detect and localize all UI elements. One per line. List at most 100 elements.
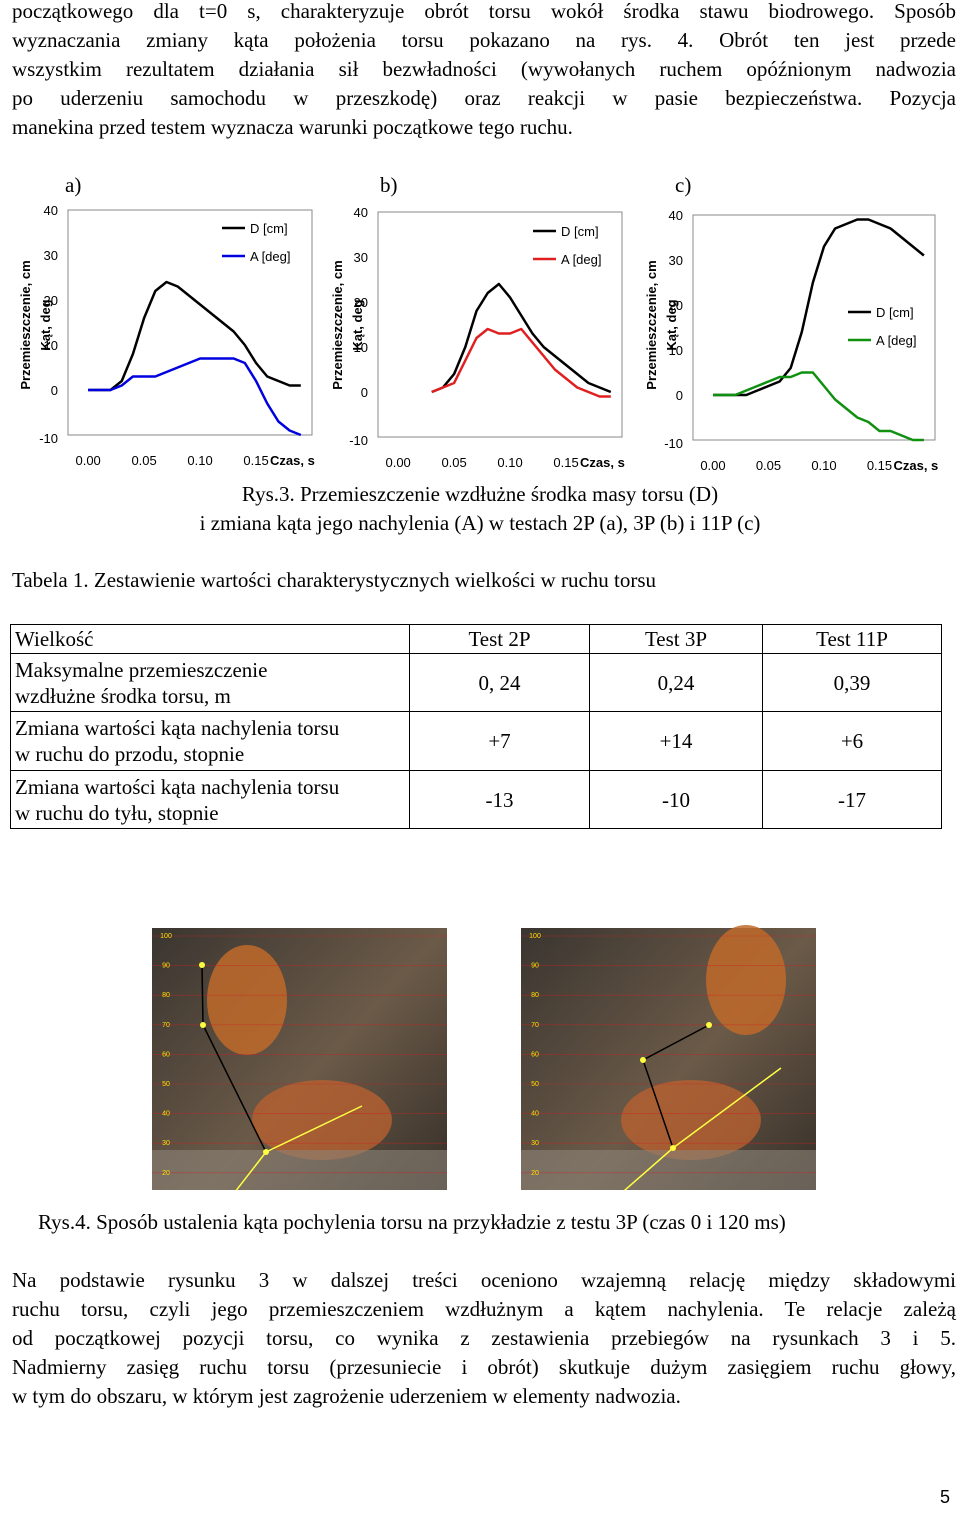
y-tick-label: 10 bbox=[44, 338, 58, 353]
text-line: manekina przed testem wyznacza warunki p… bbox=[12, 115, 573, 139]
photo-detail bbox=[207, 945, 287, 1055]
cell: -17 bbox=[762, 770, 942, 829]
photo-tick-label: 100 bbox=[529, 933, 541, 940]
y-tick-label: 40 bbox=[44, 203, 58, 218]
y-axis-label: Przemieszczenie, cm bbox=[330, 260, 345, 389]
figure-caption: i zmiana kąta jego nachylenia (A) w test… bbox=[199, 511, 761, 535]
photo-detail bbox=[521, 1150, 816, 1190]
cell: -10 bbox=[589, 770, 763, 829]
photo-tick-label: 40 bbox=[162, 1111, 170, 1118]
text-line: wszystkim rezultatem działania sił bezwł… bbox=[12, 57, 956, 81]
legend-label: D [cm] bbox=[561, 224, 599, 239]
y-axis-label: Przemieszczenie, cm bbox=[18, 260, 33, 389]
y-tick-label: 0 bbox=[361, 385, 368, 400]
series-line bbox=[88, 280, 301, 392]
photo-marker bbox=[706, 1022, 712, 1028]
y-tick-label: 40 bbox=[669, 208, 683, 223]
photo-tick-label: 30 bbox=[162, 1140, 170, 1147]
legend-label: D [cm] bbox=[876, 305, 914, 320]
photo-marker bbox=[200, 1022, 206, 1028]
series-line bbox=[88, 357, 302, 437]
cell: 0, 24 bbox=[409, 653, 590, 712]
text-line: w tym do obszaru, w którym jest zagrożen… bbox=[12, 1384, 681, 1408]
x-tick-label: 0.00 bbox=[700, 458, 725, 473]
legend-label: A [deg] bbox=[876, 333, 916, 348]
legend-label: A [deg] bbox=[250, 249, 290, 264]
photo-tick-label: 40 bbox=[531, 1111, 539, 1118]
cell: Zmiana wartości kąta nachylenia torsu w … bbox=[10, 711, 410, 771]
x-tick-label: 0.05 bbox=[756, 458, 781, 473]
header-cell: Test 3P bbox=[589, 624, 763, 654]
header-cell: Test 2P bbox=[409, 624, 590, 654]
x-tick-label: 0.15 bbox=[867, 458, 892, 473]
plot-frame bbox=[377, 211, 623, 438]
photo-detail bbox=[621, 1080, 761, 1160]
cell: +7 bbox=[409, 711, 590, 771]
x-axis-label: Czas, s bbox=[270, 453, 315, 468]
photo-marker bbox=[670, 1145, 676, 1151]
series-line bbox=[431, 282, 612, 394]
y-axis-label: Przemieszczenie, cm bbox=[644, 260, 659, 389]
photo-detail bbox=[152, 1150, 447, 1190]
photo-tick-label: 50 bbox=[162, 1081, 170, 1088]
photo-marker bbox=[199, 962, 205, 968]
cell: -13 bbox=[409, 770, 590, 829]
text-line: wyznaczania zmiany kąta położenia torsu … bbox=[12, 28, 956, 52]
series-line bbox=[431, 327, 611, 398]
header-cell: Wielkość bbox=[10, 624, 410, 654]
photo-tick-label: 60 bbox=[531, 1051, 539, 1058]
series-line bbox=[712, 371, 924, 442]
y-tick-label: 10 bbox=[354, 340, 368, 355]
x-axis-label: Czas, s bbox=[893, 458, 938, 473]
y-tick-label: 40 bbox=[354, 205, 368, 220]
y-tick-label: 10 bbox=[669, 343, 683, 358]
x-tick-label: 0.05 bbox=[441, 455, 466, 470]
page-number: 5 bbox=[940, 1487, 951, 1507]
legend-label: D [cm] bbox=[250, 221, 288, 236]
text-line: początkowego dla t=0 s, charakteryzuje o… bbox=[12, 0, 956, 23]
photo-tick-label: 90 bbox=[162, 963, 170, 970]
photo-tick-label: 80 bbox=[531, 992, 539, 999]
photo-tick-label: 60 bbox=[162, 1051, 170, 1058]
cell: +6 bbox=[762, 711, 942, 771]
y-tick-label: -10 bbox=[39, 431, 58, 446]
photo-detail bbox=[706, 925, 786, 1035]
x-tick-label: 0.00 bbox=[75, 453, 100, 468]
cell: 0,39 bbox=[762, 653, 942, 712]
x-tick-label: 0.10 bbox=[811, 458, 836, 473]
photo-tick-label: 70 bbox=[531, 1022, 539, 1029]
x-tick-label: 0.10 bbox=[187, 453, 212, 468]
figure-caption: Rys.4. Sposób ustalenia kąta pochylenia … bbox=[38, 1210, 786, 1234]
table: Wielkość Test 2P Test 3P Test 11P Maksymaln… bbox=[10, 624, 942, 829]
y-tick-label: 20 bbox=[44, 293, 58, 308]
y-axis-label: Kąt, deg bbox=[38, 299, 53, 350]
header-cell: Test 11P bbox=[762, 624, 942, 654]
panel-label: b) bbox=[380, 173, 398, 197]
legend-label: A [deg] bbox=[561, 252, 601, 267]
cell: 0,24 bbox=[589, 653, 763, 712]
table-caption: Tabela 1. Zestawienie wartości charakter… bbox=[12, 568, 657, 592]
cell: Zmiana wartości kąta nachylenia torsu w … bbox=[10, 770, 410, 829]
y-axis-label: Kąt, deg bbox=[664, 299, 679, 350]
photo-tick-label: 100 bbox=[160, 933, 172, 940]
y-tick-label: 30 bbox=[354, 250, 368, 265]
panel-label: a) bbox=[65, 173, 81, 197]
photo-tick-label: 20 bbox=[162, 1170, 170, 1177]
y-tick-label: -10 bbox=[349, 433, 368, 448]
y-tick-label: -10 bbox=[664, 436, 683, 451]
x-tick-label: 0.15 bbox=[243, 453, 268, 468]
text-line: Na podstawie rysunku 3 w dalszej treści … bbox=[12, 1268, 956, 1292]
y-tick-label: 20 bbox=[354, 295, 368, 310]
photo-tick-label: 30 bbox=[531, 1140, 539, 1147]
photo-detail bbox=[252, 1080, 392, 1160]
text-line: ruchu torsu, czyli jego przemieszczeniem… bbox=[12, 1297, 956, 1321]
y-tick-label: 30 bbox=[44, 248, 58, 263]
photo-tick-label: 90 bbox=[531, 963, 539, 970]
photo-tick-label: 50 bbox=[531, 1081, 539, 1088]
y-tick-label: 0 bbox=[51, 383, 58, 398]
panel-label: c) bbox=[675, 173, 691, 197]
text-line: po uderzeniu samochodu w przeszkodę) ora… bbox=[12, 86, 956, 110]
plot-frame bbox=[692, 214, 936, 441]
